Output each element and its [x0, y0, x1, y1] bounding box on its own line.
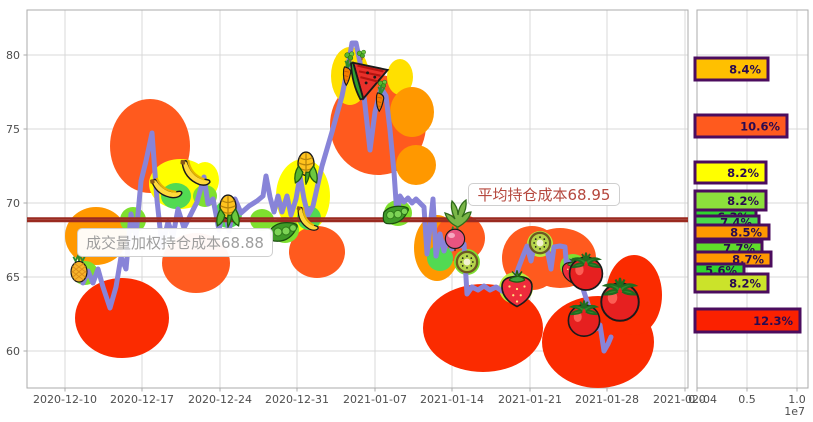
volume-profile-bar-label: 12.3%: [753, 314, 793, 328]
volume-profile-bar-label: 8.2%: [727, 194, 759, 208]
x-tick-label: 2021-01-07: [343, 393, 407, 406]
volume-profile-bar-label: 8.2%: [727, 166, 759, 180]
tomato-icon: [567, 299, 601, 337]
x-tick-label: 2020-12-24: [188, 393, 252, 406]
volume-bubble: [390, 87, 434, 137]
x-tick-label: 2020-12-17: [110, 393, 174, 406]
main-plot-frame: [26, 9, 689, 389]
vwap-cost-tooltip: 成交量加权持仓成本68.88: [77, 228, 273, 257]
x-tick-label: 2021-01-21: [498, 393, 562, 406]
volume-bubble: [75, 278, 169, 358]
tomato-icon: [600, 276, 640, 322]
volume-profile-bar: [693, 307, 802, 334]
volume-profile-bar-label: 8.4%: [729, 62, 761, 76]
volume-bubble: [427, 245, 453, 271]
volume-bubble: [387, 59, 413, 95]
x-tick-label: 2020-12-31: [265, 393, 329, 406]
volume-profile-bar: [693, 113, 789, 139]
volume-profile-bar: [693, 223, 771, 241]
x-tick-label: 2020-12-10: [33, 393, 97, 406]
avg-cost-tooltip: 平均持仓成本68.95: [468, 183, 620, 206]
volume-profile-bar-label: 10.6%: [740, 119, 780, 133]
corn-icon: [294, 151, 318, 185]
volume-x-tick-label: 0.5: [738, 393, 756, 406]
volume-bubble: [396, 145, 436, 185]
y-tick-label: 80: [6, 49, 20, 62]
volume-bubble: [289, 226, 345, 278]
volume-x-tick-label: 0.0: [688, 393, 706, 406]
y-tick-label: 70: [6, 197, 20, 210]
y-tick-label: 75: [6, 123, 20, 136]
y-tick-label: 65: [6, 271, 20, 284]
x-tick-label: 2021-02-04: [653, 393, 717, 406]
x-tick-label: 2021-01-14: [420, 393, 484, 406]
kiwi-icon: [528, 231, 552, 255]
volume-bubble: [423, 284, 543, 372]
volume-profile-bar: [693, 272, 770, 294]
volume-x-tick-label: 1.0: [788, 393, 806, 406]
y-tick-label: 60: [6, 345, 20, 358]
volume-profile-bar: [693, 160, 768, 185]
volume-profile-bar-label: 8.2%: [729, 276, 761, 290]
volume-profile-bar: [693, 56, 770, 82]
volume-profile-bar-label: 8.5%: [730, 225, 762, 239]
volume-axis-exponent-label: 1e7: [784, 405, 805, 418]
kiwi-icon: [455, 250, 479, 274]
tomato-icon: [568, 251, 604, 291]
pineapple-icon: [70, 253, 88, 283]
x-tick-label: 2021-01-28: [575, 393, 639, 406]
